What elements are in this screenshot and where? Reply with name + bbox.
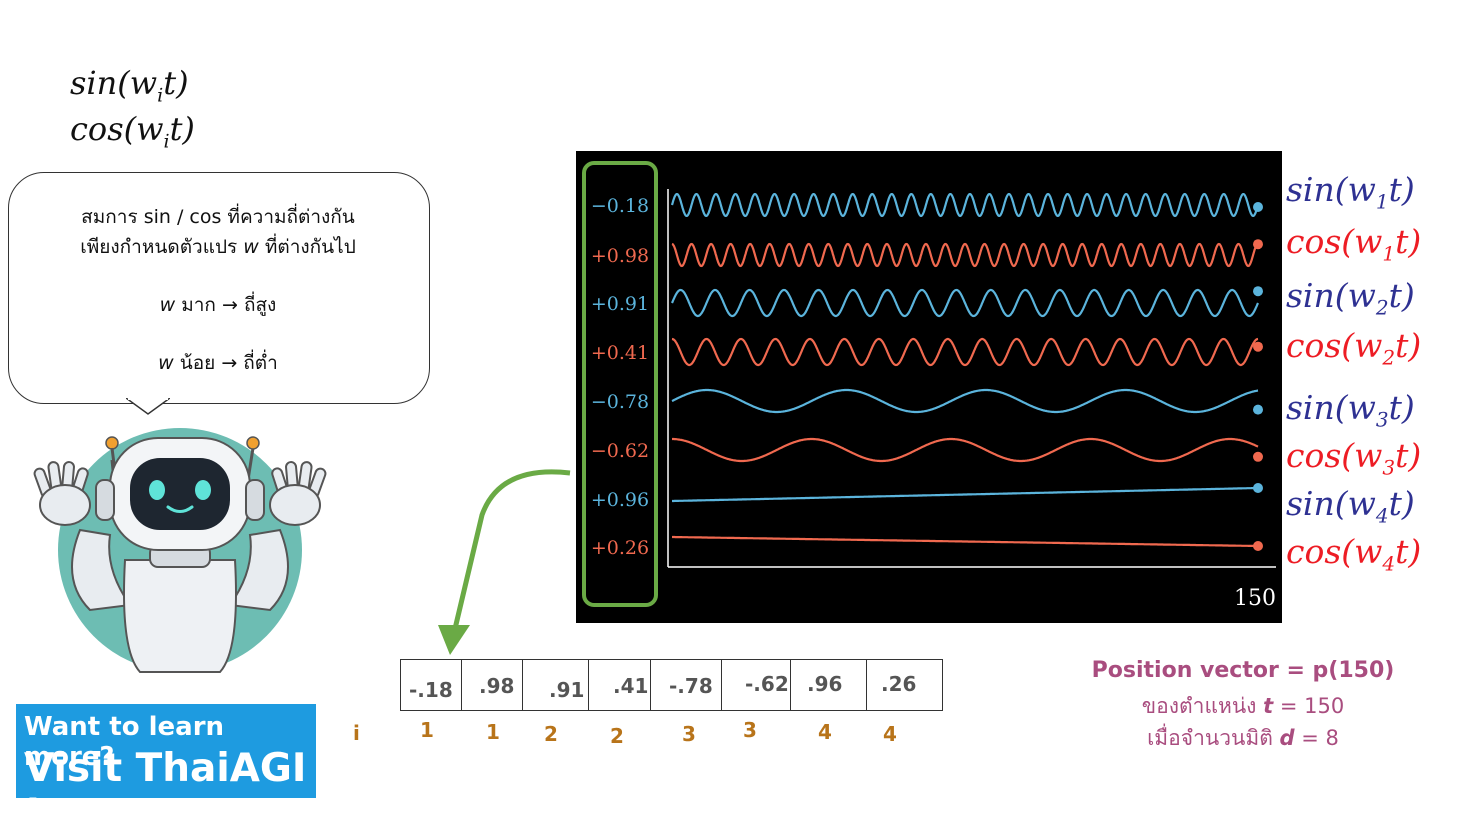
series-endpoint-cos-2 (1253, 341, 1263, 352)
series-line-sin-3 (671, 388, 1259, 414)
vector-value: .91 (549, 678, 585, 702)
series-endpoint-cos-4 (1253, 541, 1263, 551)
vector-cell (523, 660, 589, 710)
series-label-sin-3: sin(w3t) (1286, 388, 1415, 432)
series-endpoint-cos-1 (1253, 239, 1263, 250)
promo-line-1: Want to learn more? (24, 712, 225, 772)
vector-value: .98 (479, 674, 515, 698)
chart-panel: −0.18 +0.98 +0.91 +0.41 −0.78 −0.62 +0.96 +0.26… (576, 151, 1282, 623)
series-label-sin-2: sin(w2t) (1286, 276, 1415, 320)
series-line-cos-2 (671, 337, 1259, 367)
value-label-cos-2: +0.41 (591, 342, 649, 364)
series-endpoint-sin-1 (1253, 202, 1263, 212)
vector-index: 3 (743, 718, 757, 742)
vector-value: -.18 (409, 678, 453, 702)
value-highlight-box (582, 161, 658, 607)
vector-value: -.62 (745, 672, 789, 696)
vector-cell (589, 660, 651, 710)
series-line-sin-4 (672, 486, 1258, 503)
value-label-cos-3: −0.62 (591, 440, 649, 462)
series-label-cos-3: cos(w3t) (1286, 436, 1422, 480)
vector-index: 1 (486, 720, 500, 744)
vector-value: .96 (807, 672, 843, 696)
vector-index: 2 (544, 722, 558, 746)
bubble-line-4: w น้อย → ถี่ต่ำ (158, 352, 278, 374)
vector-index: 1 (420, 718, 434, 742)
vector-cell (791, 660, 867, 710)
series-label-sin-4: sin(w4t) (1286, 484, 1415, 528)
value-label-sin-4: +0.96 (591, 489, 649, 511)
index-header: i (353, 721, 360, 745)
value-label-sin-1: −0.18 (591, 195, 649, 217)
connector-arrow (438, 469, 571, 655)
vector-value: .26 (881, 672, 917, 696)
series-endpoint-sin-3 (1253, 404, 1263, 415)
vector-index: 3 (682, 722, 696, 746)
value-label-cos-1: +0.98 (591, 245, 649, 267)
chart-canvas: −0.18 +0.98 +0.91 +0.41 −0.78 −0.62 +0.96 +0.26… (582, 161, 1276, 611)
vector-cell (722, 660, 791, 710)
vector-value: -.78 (669, 674, 713, 698)
robot-illustration (33, 428, 327, 673)
series-endpoint-sin-2 (1253, 286, 1263, 297)
speech-bubble (8, 172, 430, 404)
series-label-cos-1: cos(w1t) (1286, 222, 1422, 266)
vector-cell (401, 660, 462, 710)
x-end-label: 150 (1234, 586, 1276, 611)
vector-cell (651, 660, 722, 710)
vector-index: 4 (883, 722, 897, 746)
vector-cell (462, 660, 523, 710)
series-label-cos-2: cos(w2t) (1286, 326, 1422, 370)
vector-value: .41 (613, 674, 649, 698)
promo-banner[interactable]: Want to learn more? Visit ThaiAGI ! (16, 704, 316, 836)
formula-sin: sin(wit) (70, 64, 189, 107)
series-line-cos-3 (672, 437, 1259, 463)
value-label-cos-4: +0.26 (591, 537, 649, 559)
series-label-sin-1: sin(w1t) (1286, 170, 1415, 214)
vector-index: 4 (818, 720, 832, 744)
series-line-cos-1 (671, 242, 1259, 268)
series-label-cos-4: cos(w4t) (1286, 532, 1422, 576)
vector-index: 2 (610, 724, 624, 748)
series-line-sin-2 (671, 288, 1259, 318)
position-vector-title: Position vector = p(150) (1091, 658, 1395, 683)
series-endpoint-sin-4 (1253, 483, 1263, 493)
position-line-2: เมื่อจำนวนมิติ d = 8 (1147, 726, 1339, 750)
bubble-line-2: เพียงกำหนดตัวแปร w ที่ต่างกันไป (80, 236, 356, 258)
formula-cos: cos(wit) (70, 110, 195, 153)
promo-line-2: Visit ThaiAGI ! (24, 746, 307, 836)
speech-bubble-tail (126, 398, 170, 415)
bubble-line-3: w มาก → ถี่สูง (159, 294, 277, 316)
value-label-sin-2: +0.91 (591, 293, 649, 315)
value-label-sin-3: −0.78 (591, 391, 649, 413)
bubble-line-1: สมการ sin / cos ที่ความถี่ต่างกัน (81, 206, 355, 228)
series-line-cos-4 (672, 535, 1258, 548)
series-endpoint-cos-3 (1253, 451, 1263, 462)
position-line-1: ของตำแหน่ง t = 150 (1141, 694, 1345, 718)
position-vector-table: -.18 .98 .91 .41 -.78 -.62 .96 .26 (400, 659, 943, 711)
series-line-sin-1 (670, 193, 1260, 217)
